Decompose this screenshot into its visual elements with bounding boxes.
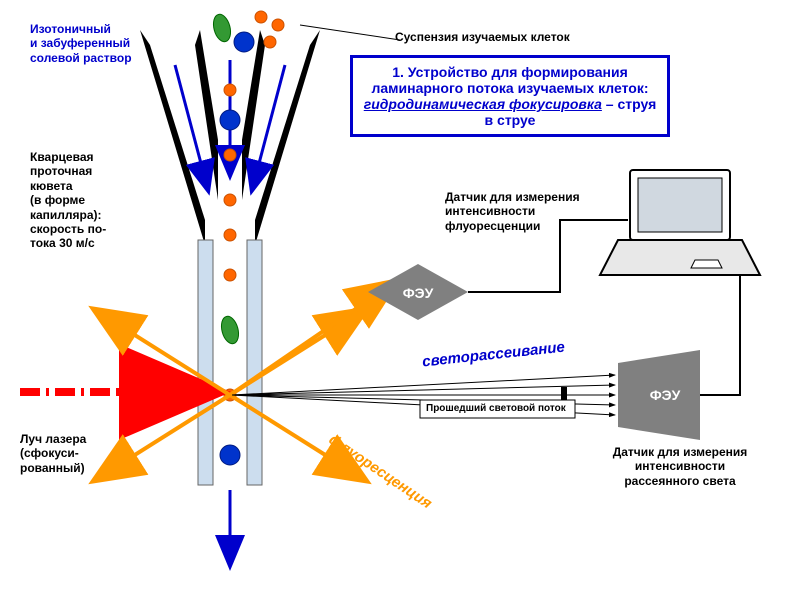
- fluor-sensor-label: Датчик для измерения интенсивности флуор…: [445, 190, 625, 233]
- laser-label: Луч лазера (сфокуси- рованный): [20, 432, 140, 475]
- title-line3b: – струя: [602, 96, 656, 112]
- pmt2-label: ФЭУ: [650, 387, 681, 403]
- suspension-label: Суспензия изучаемых клеток: [395, 30, 570, 44]
- title-line1: 1. Устройство для формирования: [363, 64, 657, 80]
- title-line3: гидродинамическая фокусировка – струя: [363, 96, 657, 112]
- passed-light-label: Прошедший световой поток: [426, 403, 566, 415]
- title-line3a: гидродинамическая фокусировка: [364, 96, 602, 112]
- pmt1-label: ФЭУ: [403, 285, 434, 301]
- title-box: 1. Устройство для формирования ламинарно…: [350, 55, 670, 137]
- title-line4: в струе: [363, 112, 657, 128]
- cuvette-label: Кварцевая проточная кювета (в форме капи…: [30, 150, 150, 251]
- scatter-sensor-label: Датчик для измерения интенсивности рассе…: [580, 445, 780, 488]
- title-line2: ламинарного потока изучаемых клеток:: [363, 80, 657, 96]
- saline-label: Изотоничный и забуференный солевой раств…: [30, 22, 170, 65]
